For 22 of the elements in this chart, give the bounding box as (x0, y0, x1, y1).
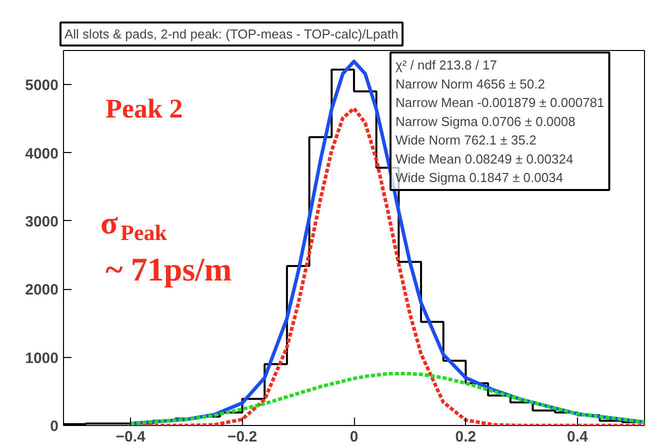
x-tick-label: −0.2 (227, 428, 258, 446)
chart-title: All slots & pads, 2-nd peak: (TOP-meas - TOP-calc)/Lpath (64, 26, 398, 42)
x-tick-label: 0.4 (567, 428, 589, 446)
y-tick-label: 2000 (25, 282, 59, 299)
y-tick-label: 5000 (25, 77, 59, 94)
annotation: Wide Mean 0.08249 ± 0.00324 (396, 151, 574, 166)
line-series (128, 372, 644, 426)
x-tick-label: 0.2 (455, 428, 476, 446)
annotation: Narrow Norm 4656 ± 50.2 (396, 76, 545, 92)
x-tick-label: 0 (350, 428, 358, 446)
annotation: ~ 71ps/m (106, 252, 232, 288)
y-tick-label: 4000 (25, 145, 59, 162)
annotation: Wide Sigma 0.1847 ± 0.0034 (396, 170, 564, 185)
annotation: Narrow Sigma 0.0706 ± 0.0008 (396, 114, 576, 129)
y-tick-label: 3000 (25, 213, 59, 230)
y-tick-label: 0 (50, 418, 58, 435)
annotation: Peak 2 (106, 94, 183, 124)
annotation: Narrow Mean -0.001879 ± 0.000781 (396, 95, 604, 110)
y-tick-label: 1000 (25, 350, 59, 367)
x-tick-label: −0.4 (116, 428, 146, 446)
annotation: Wide Norm 762.1 ± 35.2 (396, 132, 536, 148)
annotation: χ² / ndf 213.8 / 17 (396, 58, 497, 72)
